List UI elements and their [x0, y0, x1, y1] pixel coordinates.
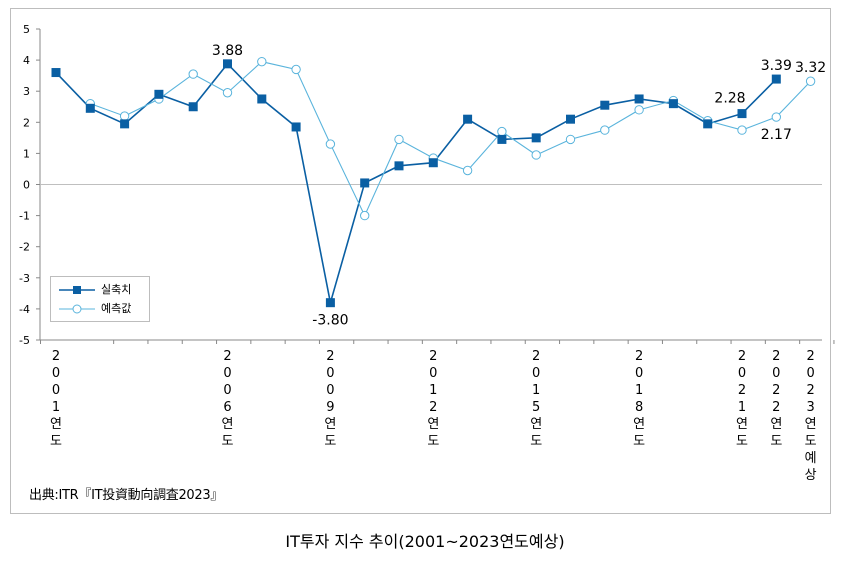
data-point-actual	[668, 99, 678, 109]
data-point-forecast	[394, 134, 404, 145]
data-point-actual	[120, 119, 130, 129]
data-point-forecast	[771, 112, 781, 122]
legend-item-forecast: 예측값	[55, 301, 149, 317]
data-point-actual	[600, 100, 610, 110]
data-label: 2.28	[714, 91, 745, 107]
y-tick-label: 2	[23, 116, 30, 129]
data-point-actual	[634, 94, 644, 104]
chart-frame	[10, 8, 831, 514]
data-point-actual	[566, 114, 575, 124]
data-point-forecast	[119, 111, 130, 121]
data-point-actual	[771, 74, 781, 84]
data-point-actual	[463, 114, 473, 124]
y-tick-label: -1	[19, 210, 30, 223]
data-point-forecast	[291, 64, 301, 75]
y-tick-label: -2	[19, 241, 30, 254]
series-line-actual	[55, 62, 777, 303]
series-line-forecast	[90, 61, 811, 217]
data-label: -3.80	[312, 313, 348, 329]
data-point-forecast	[600, 125, 610, 135]
data-label: 3.32	[795, 60, 826, 76]
data-point-actual	[291, 122, 301, 132]
data-point-actual	[360, 178, 370, 188]
data-point-forecast	[565, 134, 576, 145]
data-point-actual	[154, 89, 164, 99]
data-point-forecast	[531, 150, 541, 160]
data-point-actual	[737, 109, 747, 119]
data-point-forecast	[634, 105, 644, 115]
y-tick-label: -3	[19, 272, 30, 285]
y-tick-label: 1	[23, 147, 30, 160]
legend-square-marker-icon	[59, 286, 95, 294]
legend-label-forecast: 예측값	[101, 302, 132, 315]
data-point-actual	[531, 133, 541, 143]
data-point-actual	[188, 102, 198, 112]
data-point-actual	[394, 161, 404, 171]
data-point-actual	[497, 134, 507, 144]
data-point-forecast	[325, 139, 336, 149]
legend-circle-marker-icon	[59, 304, 95, 314]
data-point-forecast	[222, 88, 233, 98]
data-point-forecast	[737, 125, 747, 135]
y-tick-label: 4	[23, 54, 30, 67]
data-point-forecast	[360, 210, 370, 221]
data-point-actual	[257, 94, 267, 104]
y-tick-label: -4	[19, 303, 30, 316]
data-point-actual	[325, 298, 335, 308]
data-label: 3.88	[212, 43, 243, 59]
chart-caption: IT투자 지수 추이(2001~2023연도예상)	[285, 532, 565, 551]
data-label: 2.17	[761, 127, 792, 143]
source-note: 出典:ITR『IT投資動向調査2023』	[29, 488, 224, 503]
data-point-forecast	[497, 126, 507, 137]
legend-item-actual: 실축치	[55, 282, 149, 298]
data-label: 3.39	[761, 58, 792, 74]
data-point-forecast	[462, 165, 473, 176]
data-point-actual	[428, 158, 438, 168]
y-tick-label: 3	[23, 85, 30, 98]
y-tick-label: 0	[23, 179, 30, 192]
data-point-forecast	[257, 56, 267, 67]
y-tick-label: 5	[23, 23, 30, 36]
data-point-forecast	[805, 76, 816, 86]
legend-label-actual: 실축치	[101, 283, 132, 296]
data-point-actual	[85, 103, 95, 113]
chart-legend: 실축치 예측값	[50, 276, 150, 322]
data-point-actual	[223, 59, 232, 69]
data-point-forecast	[188, 69, 198, 79]
data-point-actual	[51, 68, 61, 78]
data-point-actual	[703, 119, 713, 129]
y-tick-label: -5	[19, 334, 30, 347]
